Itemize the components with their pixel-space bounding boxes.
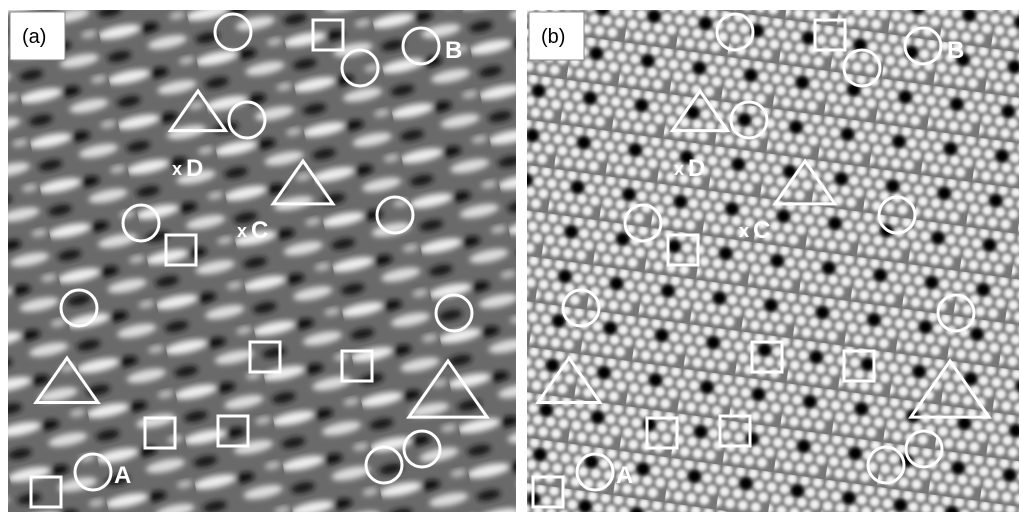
stm-image <box>8 10 516 512</box>
stm-image <box>527 10 1019 512</box>
annotation: C <box>753 217 770 244</box>
annotation-marker: x <box>674 159 684 179</box>
panel-label: (b) <box>541 26 565 48</box>
annotation: B <box>947 37 964 64</box>
panel-label: (a) <box>22 26 46 48</box>
annotation: D <box>688 155 705 182</box>
annotation: C <box>251 217 268 244</box>
figure: (a) (b) BAxDxCBAxDxC <box>0 0 1021 514</box>
annotation: D <box>186 155 203 182</box>
annotation-marker: x <box>739 221 749 241</box>
annotation: A <box>114 462 131 489</box>
annotation-marker: x <box>237 221 247 241</box>
annotation: B <box>445 37 462 64</box>
annotation-marker: x <box>172 159 182 179</box>
annotation: A <box>616 462 633 489</box>
